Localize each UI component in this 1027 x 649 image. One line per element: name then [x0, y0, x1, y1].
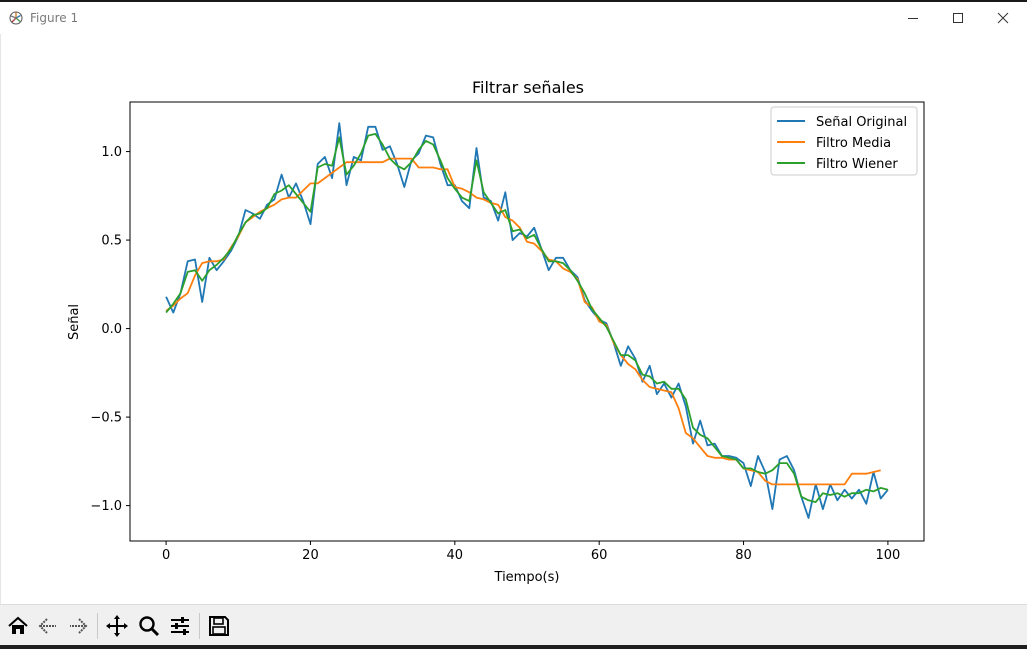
x-tick-label: 100	[875, 548, 900, 563]
y-tick-label: 0.0	[101, 322, 122, 337]
x-tick-label: 20	[302, 548, 319, 563]
home-icon	[8, 616, 28, 634]
back-button[interactable]	[34, 612, 62, 640]
pan-button[interactable]	[103, 612, 131, 640]
save-button[interactable]	[205, 612, 233, 640]
arrow-right-icon	[70, 618, 88, 634]
navigation-toolbar	[0, 604, 1027, 649]
line-chart: Filtrar señales 0 20 40 60 80 100 1.0 0.5 0.0 −0…	[67, 78, 925, 585]
minimize-button[interactable]	[890, 2, 936, 34]
y-tick-label: 0.5	[101, 234, 122, 249]
legend-box	[770, 106, 918, 176]
zoom-button[interactable]	[135, 612, 163, 640]
legend-label: Señal Original	[816, 115, 907, 130]
move-icon	[106, 615, 128, 637]
legend-label: Filtro Media	[816, 136, 891, 151]
configure-subplots-button[interactable]	[166, 612, 194, 640]
maximize-button[interactable]	[935, 2, 981, 34]
x-tick-label: 80	[735, 548, 752, 563]
toolbar-separator	[97, 613, 98, 639]
arrow-left-icon	[38, 618, 56, 634]
window-title: Figure 1	[30, 11, 79, 25]
y-tick-label: 1.0	[101, 145, 122, 160]
y-axis: 1.0 0.5 0.0 −0.5 −1.0	[90, 145, 130, 514]
legend: Señal Original Filtro Media Filtro Wiener	[770, 106, 918, 176]
taskbar-edge	[0, 645, 1027, 649]
series-line-3	[165, 133, 889, 504]
close-button[interactable]	[980, 2, 1026, 34]
series-lines	[165, 122, 889, 519]
toolbar-separator	[199, 613, 200, 639]
plot-frame	[129, 101, 925, 542]
x-tick-label: 40	[447, 548, 464, 563]
window-title-bar: Figure 1	[0, 0, 1027, 34]
series-line-1	[165, 122, 889, 519]
x-axis: 0 20 40 60 80 100	[162, 541, 900, 563]
maximize-icon	[953, 13, 963, 23]
minimize-icon	[908, 18, 918, 19]
y-tick-label: −0.5	[90, 411, 122, 426]
x-axis-label: Tiempo(s)	[494, 570, 560, 585]
chart-title: Filtrar señales	[472, 78, 584, 97]
sliders-icon	[171, 617, 189, 635]
x-tick-label: 60	[591, 548, 608, 563]
x-tick-label: 0	[162, 548, 170, 563]
y-axis-label: Señal	[67, 304, 82, 340]
y-tick-label: −1.0	[90, 499, 122, 514]
matplotlib-logo-icon	[9, 11, 23, 25]
close-icon	[997, 12, 1009, 24]
magnifier-icon	[139, 616, 160, 637]
figure-canvas[interactable]: Filtrar señales 0 20 40 60 80 100 1.0 0.5 0.0 −0…	[0, 34, 1027, 604]
legend-label: Filtro Wiener	[816, 157, 898, 172]
floppy-disk-icon	[209, 616, 229, 636]
home-button[interactable]	[4, 612, 32, 640]
forward-button[interactable]	[64, 612, 92, 640]
